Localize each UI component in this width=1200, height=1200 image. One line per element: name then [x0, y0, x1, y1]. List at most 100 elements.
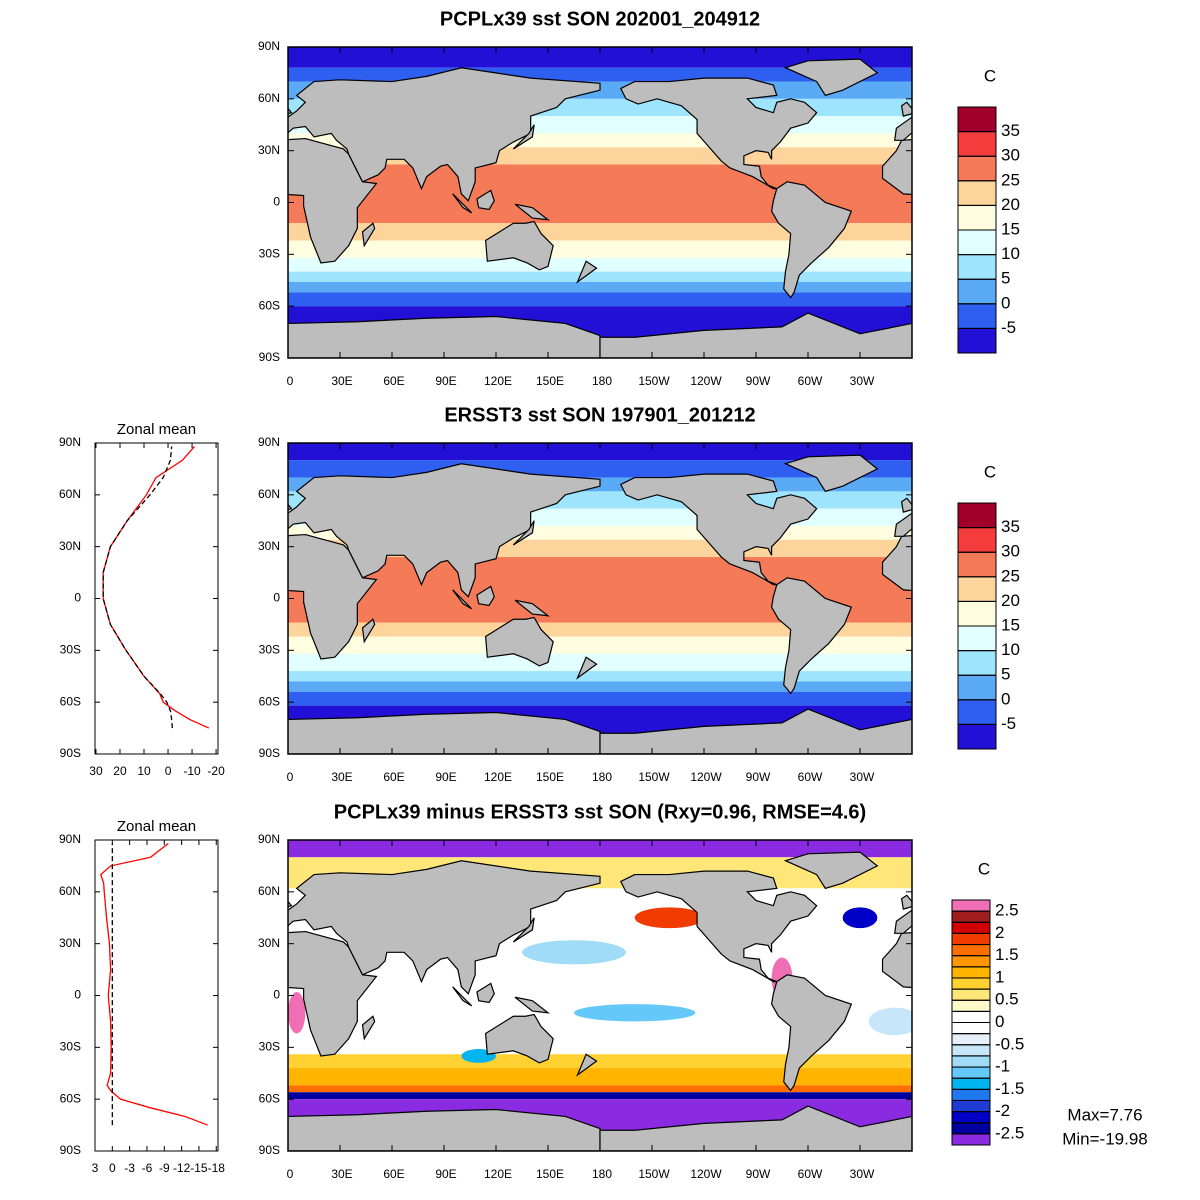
x-tick-label: 30W	[850, 1167, 875, 1181]
y-tick-label: 30S	[60, 643, 81, 657]
y-tick-label: 0	[74, 988, 81, 1002]
colorbar-box	[951, 1022, 991, 1035]
ocean-band	[288, 1068, 912, 1086]
colorbar-box	[951, 1033, 991, 1046]
x-tick-label: 90W	[746, 1167, 771, 1181]
colorbar-box	[957, 254, 997, 280]
x-tick-label: 20	[113, 764, 127, 778]
colorbar-label: 35	[1001, 121, 1020, 140]
colorbar-box	[957, 625, 997, 652]
colorbar-box	[951, 1055, 991, 1068]
y-tick-label: 60N	[258, 884, 280, 898]
x-tick-label: 180	[592, 374, 612, 388]
ocean-band	[288, 292, 912, 307]
colorbar-box	[951, 1044, 991, 1057]
y-tick-label: 60S	[60, 1091, 81, 1105]
ocean-band	[288, 653, 912, 672]
colorbar-box	[951, 944, 991, 957]
colorbar-label: -5	[1001, 714, 1016, 733]
colorbar-box	[957, 155, 997, 182]
map-title: PCPLx39 sst SON 202001_204912	[440, 8, 760, 30]
x-tick-label: 10	[137, 764, 151, 778]
x-tick-label: 30W	[850, 770, 875, 784]
x-tick-label: 150E	[536, 1167, 564, 1181]
colorbar-box	[951, 1133, 991, 1146]
x-tick-label: 180	[592, 770, 612, 784]
ocean-band	[288, 691, 912, 706]
colorbar-box	[957, 131, 997, 157]
colorbar-box	[951, 1088, 991, 1101]
x-tick-label: 30W	[850, 374, 875, 388]
colorbar-label: 0	[995, 1012, 1004, 1031]
y-tick-label: 60S	[259, 298, 280, 312]
colorbar-box	[957, 204, 997, 231]
colorbar-label: 15	[1001, 219, 1020, 238]
y-tick-label: 90N	[59, 832, 81, 846]
y-tick-label: 0	[273, 591, 280, 605]
colorbar-label: 2.5	[995, 901, 1019, 920]
ocean-band	[288, 681, 912, 692]
colorbar-box	[957, 502, 997, 529]
colorbar-label: 0	[1001, 689, 1010, 708]
panel-title: Zonal mean	[117, 421, 196, 438]
colorbar-box	[951, 955, 991, 968]
colorbar-label: 25	[1001, 170, 1020, 189]
colorbar-box	[951, 899, 991, 912]
colorbar-box	[951, 932, 991, 946]
colorbar-label: -0.5	[995, 1034, 1024, 1053]
x-tick-label: 90E	[435, 1167, 456, 1181]
y-tick-label: 90N	[258, 832, 280, 846]
ocean-band	[288, 281, 912, 293]
colorbar-box	[957, 106, 997, 133]
ocean-band	[288, 671, 912, 682]
colorbar-label: 10	[1001, 244, 1020, 263]
y-tick-label: 60N	[59, 884, 81, 898]
plot-frame	[94, 839, 219, 1152]
y-tick-label: 30N	[258, 936, 280, 950]
colorbar-box	[957, 551, 997, 578]
x-tick-label: 30	[89, 764, 103, 778]
x-tick-label: -6	[142, 1161, 153, 1175]
colorbar-box	[951, 1010, 991, 1024]
y-tick-label: 90N	[258, 435, 280, 449]
y-tick-label: 90S	[259, 746, 280, 760]
x-tick-label: 0	[287, 770, 294, 784]
ocean-band	[288, 1085, 912, 1093]
colorbar-box	[957, 327, 997, 354]
colorbar-label: -1	[995, 1057, 1010, 1076]
y-tick-label: 60S	[259, 694, 280, 708]
ocean-band	[288, 223, 912, 241]
colorbar-box	[951, 1099, 991, 1113]
map-area	[288, 840, 912, 1151]
map-title: PCPLx39 minus ERSST3 sst SON (Rxy=0.96, …	[334, 801, 866, 823]
y-tick-label: 30N	[59, 539, 81, 553]
colorbar-units: C	[984, 462, 996, 481]
colorbar-label: 10	[1001, 640, 1020, 659]
colorbar-box	[951, 1122, 991, 1135]
colorbar-label: 30	[1001, 146, 1020, 165]
colorbar-box	[951, 977, 991, 990]
colorbar-box	[951, 988, 991, 1001]
colorbar-label: 0	[1001, 293, 1010, 312]
plot-frame	[94, 442, 219, 755]
x-tick-label: -15	[190, 1161, 208, 1175]
y-tick-label: 60N	[258, 91, 280, 105]
colorbar-box	[957, 723, 997, 750]
y-tick-label: 30S	[259, 643, 280, 657]
ocean-band	[288, 271, 912, 282]
colorbar-label: -2	[995, 1101, 1010, 1120]
y-tick-label: 90S	[60, 1143, 81, 1157]
ocean-band	[288, 636, 912, 654]
x-tick-label: -12	[173, 1161, 191, 1175]
x-tick-label: 0	[109, 1161, 116, 1175]
x-tick-label: 180	[592, 1167, 612, 1181]
x-tick-label: 60E	[383, 1167, 404, 1181]
x-tick-label: -9	[159, 1161, 170, 1175]
ocean-anomaly	[634, 907, 704, 929]
map-area	[288, 443, 912, 754]
colorbar-label: 5	[1001, 269, 1010, 288]
colorbar-label: 25	[1001, 566, 1020, 585]
ocean-band	[288, 622, 912, 637]
x-tick-label: 60E	[383, 374, 404, 388]
colorbar-label: 0.5	[995, 990, 1019, 1009]
